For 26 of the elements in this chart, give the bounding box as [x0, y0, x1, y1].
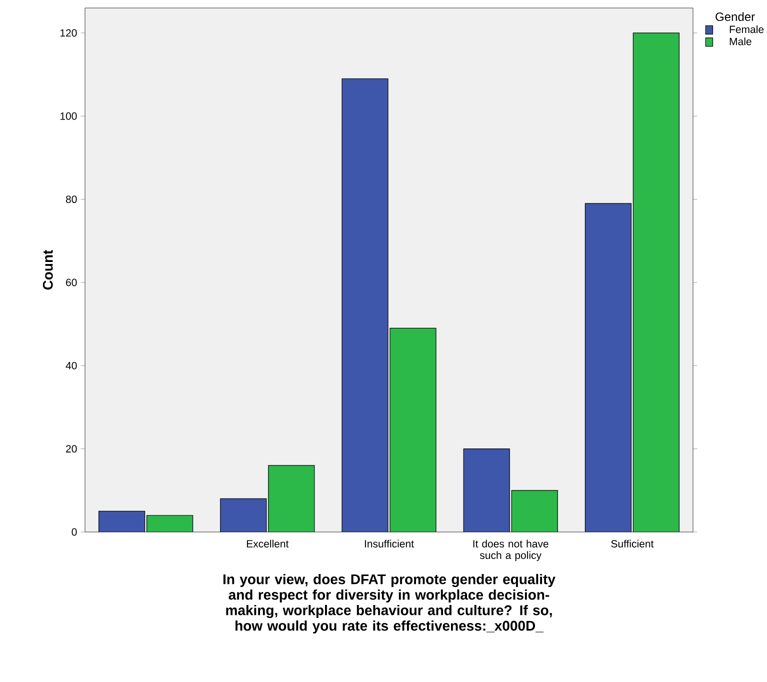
bar — [632, 32, 680, 532]
y-tick-label: 20 — [66, 445, 77, 453]
x-axis-title: In your view, does DFAT promote gender equality and respect for diversity in workplace decision-making, workplace behaviour and culture? If so, how would you rate its effectiveness:_x000D_ — [223, 574, 556, 634]
y-tick-label: 100 — [60, 112, 77, 120]
y-tick-label: 80 — [66, 196, 77, 204]
bar — [390, 328, 436, 532]
bar — [342, 78, 388, 532]
y-tick-label: 0 — [72, 528, 77, 536]
bar — [584, 203, 632, 532]
x-tick-label: Insufficient — [364, 540, 414, 548]
x-tick-label: It does not have such a policy — [473, 540, 548, 562]
y-tick-label: 40 — [66, 362, 77, 370]
bar — [220, 498, 267, 532]
legend-title: Gender — [716, 12, 755, 21]
y-axis-title: Count — [42, 250, 53, 290]
x-tick-label: Sufficient — [611, 540, 654, 548]
bar — [268, 465, 315, 532]
y-tick-label: 60 — [66, 278, 77, 286]
bar — [146, 515, 194, 532]
bar — [98, 510, 146, 532]
x-tick-label: Excellent — [246, 540, 289, 548]
y-tick-label: 120 — [60, 29, 77, 37]
bar — [463, 448, 510, 532]
legend-label: Female — [730, 25, 764, 34]
bar — [511, 490, 558, 532]
legend-label: Male — [730, 38, 752, 46]
